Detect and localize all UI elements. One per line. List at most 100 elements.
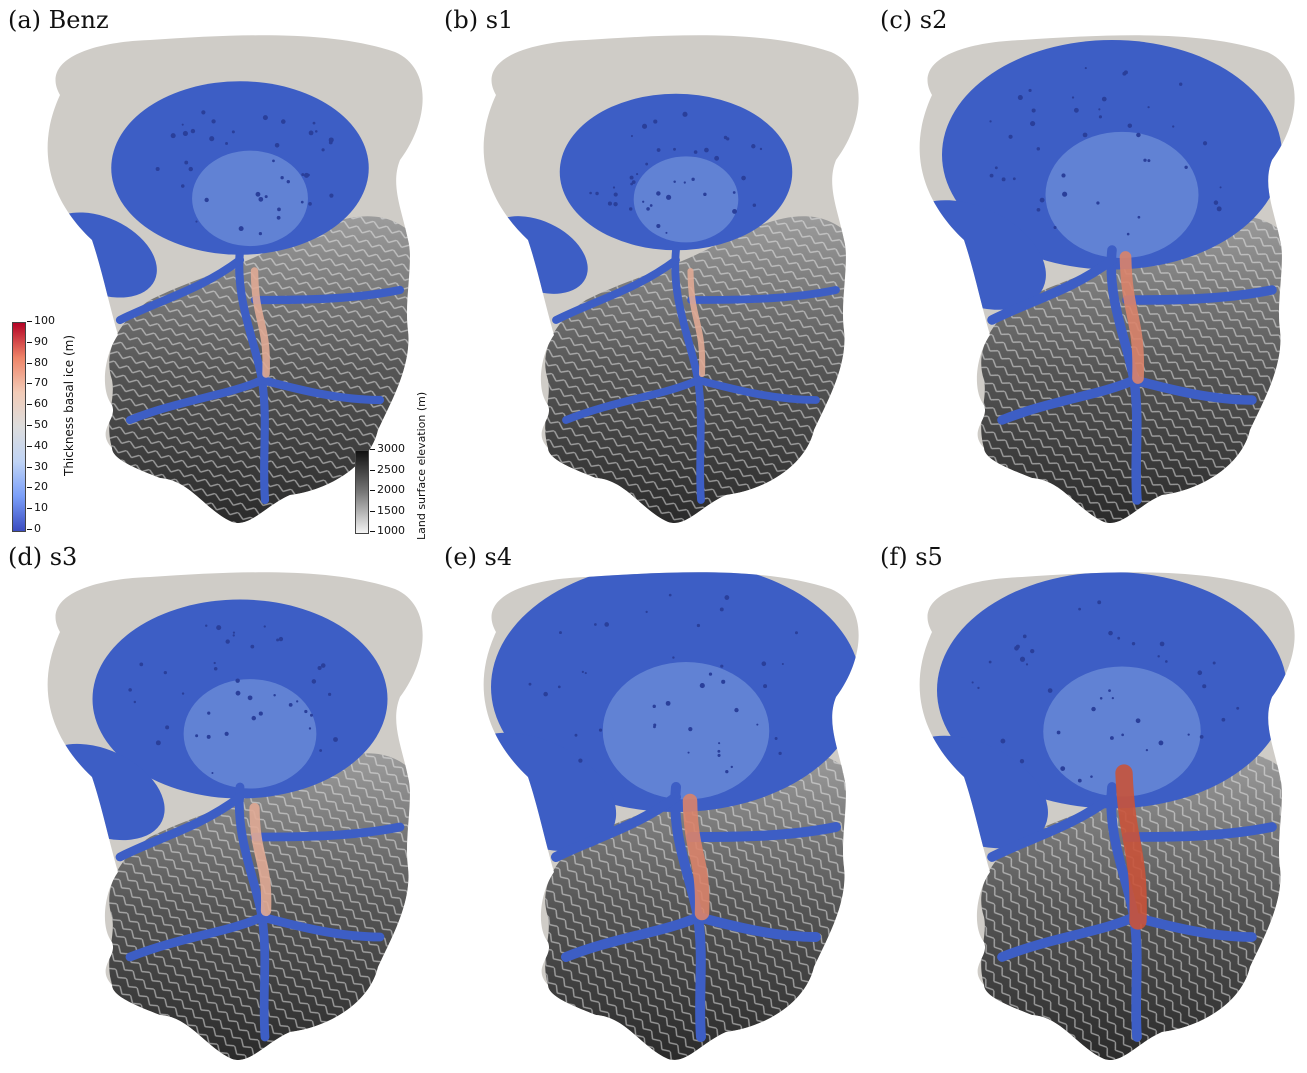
ice-speckle (1017, 95, 1023, 101)
ice-speckle (656, 191, 661, 196)
ice-speckle (308, 130, 314, 136)
ice-speckle (756, 723, 759, 726)
basal-ice-tick-label: 50 (27, 418, 48, 431)
basal-ice-colorbar: Thickness basal ice (m) 100 90 80 70 60 50 40 3… (12, 314, 132, 538)
ice-speckle (258, 711, 263, 716)
ice-speckle (708, 672, 713, 676)
ice-speckle (258, 196, 264, 202)
ice-speckle (303, 172, 310, 178)
ice-speckle (704, 147, 709, 153)
panel-label: (b) s1 (444, 6, 514, 34)
ice-speckle (328, 692, 332, 696)
ice-speckle (994, 166, 998, 170)
basal-ice-tick-label: 20 (27, 480, 48, 494)
ice-speckle (163, 670, 167, 675)
valley-glacier (257, 375, 385, 405)
ice-speckle (1212, 661, 1216, 665)
ice-speckle (128, 688, 132, 692)
ice-speckle (672, 656, 675, 659)
ice-speckle (607, 201, 612, 206)
ice-speckle (251, 715, 257, 721)
ice-speckle (238, 226, 244, 232)
map-panel: (b) s1 (436, 0, 872, 536)
ice-speckle (280, 176, 284, 180)
ice-speckle (204, 197, 209, 203)
ice-speckle (652, 704, 656, 709)
ice-speckle (1056, 730, 1061, 735)
ice-speckle (1127, 123, 1133, 128)
ice-speckle (574, 733, 578, 737)
ice-speckle (1202, 684, 1207, 689)
ice-speckle (273, 694, 276, 697)
ice-speckle (286, 179, 290, 184)
elevation-tick-label: 1000 (370, 524, 405, 537)
ice-speckle (207, 711, 211, 715)
ice-speckle (315, 130, 318, 133)
ice-speckle (1022, 634, 1027, 639)
ice-speckle (213, 661, 216, 665)
ice-speckle (276, 638, 280, 642)
map-drawing (919, 572, 1295, 1061)
ice-speckle (732, 209, 737, 214)
ice-speckle (1039, 197, 1045, 203)
valley-glacier (115, 792, 245, 862)
ice-speckle (741, 175, 746, 181)
basal-ice-colorbar-gradient (12, 322, 26, 532)
ice-lobe-center (1045, 131, 1199, 259)
ice-speckle (235, 678, 240, 683)
ice-speckle (1216, 206, 1222, 212)
thick-basal-ice-zone (1119, 251, 1145, 384)
basal-ice-tick-label: 40 (27, 438, 48, 452)
ice-speckle (1025, 663, 1029, 666)
ice-speckle (304, 709, 308, 714)
ice-speckle (272, 159, 275, 163)
ice-speckle (631, 180, 636, 184)
elevation-colorbar-gradient (355, 450, 369, 534)
valley-glacier (1129, 375, 1257, 405)
ice-speckle (752, 203, 757, 207)
ice-speckle (645, 162, 649, 166)
ice-speckle (778, 751, 782, 756)
ice-speckle (691, 177, 695, 181)
valley-glacier (250, 285, 405, 305)
ice-speckle (1001, 177, 1006, 182)
ice-speckle (612, 186, 616, 189)
ice-lobe-center (1043, 666, 1201, 797)
ice-speckle (1036, 147, 1041, 151)
ice-speckle (1090, 775, 1093, 778)
ice-speckle (235, 690, 241, 696)
valley-glacier (257, 912, 385, 942)
ice-speckle (1061, 173, 1066, 178)
ice-speckle (274, 142, 280, 148)
ice-speckle (696, 623, 701, 628)
ice-speckle (630, 134, 633, 138)
ice-speckle (1131, 641, 1136, 646)
ice-speckle (1187, 733, 1190, 736)
map-panel: (a) Benz (0, 0, 436, 536)
ice-speckle (296, 700, 299, 703)
ice-speckle (320, 663, 326, 668)
ice-lobe-center (192, 150, 308, 247)
ice-speckle (1145, 748, 1149, 752)
valley-glacier (693, 912, 821, 942)
ice-speckle (732, 191, 736, 194)
ice-speckle (1030, 648, 1035, 654)
ice-speckle (781, 662, 784, 666)
basal-ice-tick-label: 100 (27, 314, 55, 327)
ice-speckle (1015, 644, 1020, 649)
valley-glacier (250, 822, 405, 842)
ice-speckle (613, 201, 618, 207)
elevation-colorbar: Land surface elevation (m) 3000 2500 2000 1… (355, 392, 445, 541)
valley-glacier (987, 255, 1117, 325)
ice-speckle (1126, 232, 1130, 236)
ice-speckle (170, 133, 176, 139)
ice-speckle (543, 691, 548, 697)
ice-speckle (725, 769, 729, 774)
ice-speckle (628, 207, 633, 211)
ice-speckle (333, 737, 338, 742)
ice-speckle (278, 636, 284, 642)
ice-speckle (247, 695, 253, 701)
ice-speckle (629, 175, 634, 180)
panel-label: (a) Benz (8, 6, 109, 34)
map-panel: (e) s4 (436, 537, 872, 1073)
